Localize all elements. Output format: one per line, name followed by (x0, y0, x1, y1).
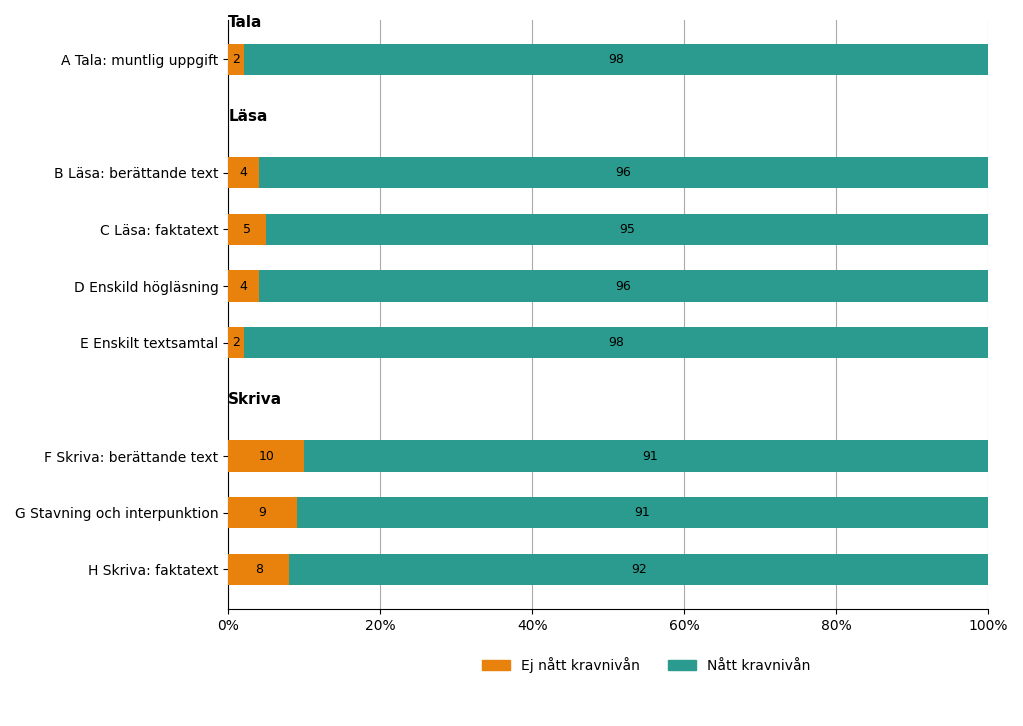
Text: 2: 2 (232, 53, 239, 66)
Bar (228, 158, 259, 188)
Text: 5: 5 (243, 223, 252, 236)
Text: 91: 91 (642, 449, 658, 462)
Text: 4: 4 (239, 280, 248, 293)
Text: 92: 92 (631, 563, 647, 576)
Text: 96: 96 (616, 280, 631, 293)
Text: 91: 91 (634, 506, 651, 519)
Bar (228, 554, 290, 585)
Bar (228, 271, 259, 301)
Legend: Ej nått kravnivån, Nått kravnivån: Ej nått kravnivån, Nått kravnivån (477, 651, 815, 679)
Bar (290, 554, 988, 585)
Bar (266, 214, 988, 245)
Bar (243, 44, 988, 75)
Text: 2: 2 (232, 336, 239, 349)
Text: Läsa: Läsa (228, 109, 268, 123)
Bar (228, 44, 243, 75)
Bar (228, 441, 304, 472)
Text: 98: 98 (608, 336, 624, 349)
Bar (228, 214, 266, 245)
Text: Tala: Tala (228, 15, 263, 30)
Bar (228, 497, 297, 529)
Bar (304, 441, 995, 472)
Bar (259, 158, 988, 188)
Text: 10: 10 (259, 449, 274, 462)
Text: 95: 95 (619, 223, 635, 236)
Text: 8: 8 (255, 563, 263, 576)
Bar (259, 271, 988, 301)
Bar (297, 497, 988, 529)
Text: 96: 96 (616, 166, 631, 179)
Text: 9: 9 (259, 506, 266, 519)
Text: Skriva: Skriva (228, 392, 282, 407)
Text: 4: 4 (239, 166, 248, 179)
Text: 98: 98 (608, 53, 624, 66)
Bar (243, 327, 988, 359)
Bar (228, 327, 243, 359)
